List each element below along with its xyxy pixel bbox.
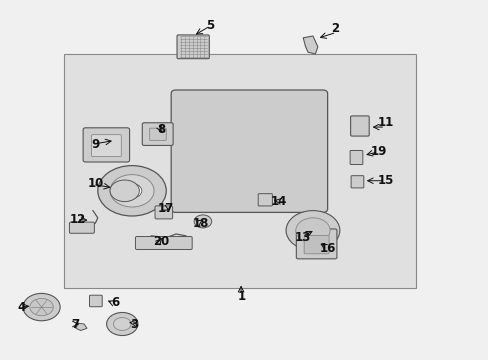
Circle shape (23, 293, 60, 321)
FancyBboxPatch shape (69, 222, 94, 233)
Text: 4: 4 (18, 301, 26, 314)
Text: 19: 19 (370, 145, 386, 158)
Circle shape (194, 215, 211, 228)
Text: 3: 3 (130, 318, 138, 330)
Text: 2: 2 (330, 22, 338, 35)
FancyBboxPatch shape (296, 229, 336, 259)
Text: 8: 8 (157, 123, 165, 136)
Circle shape (30, 298, 53, 316)
FancyBboxPatch shape (142, 123, 173, 145)
FancyBboxPatch shape (350, 116, 368, 136)
Circle shape (122, 184, 142, 198)
Text: 15: 15 (377, 174, 394, 186)
FancyBboxPatch shape (155, 206, 172, 219)
Polygon shape (303, 36, 317, 54)
Text: 16: 16 (319, 242, 335, 255)
FancyBboxPatch shape (63, 54, 415, 288)
Text: 5: 5 (206, 19, 214, 32)
Text: 14: 14 (270, 195, 286, 208)
Circle shape (110, 175, 154, 207)
Text: 12: 12 (70, 213, 86, 226)
FancyBboxPatch shape (91, 135, 121, 157)
Circle shape (110, 180, 139, 202)
Circle shape (285, 211, 339, 250)
Circle shape (295, 218, 329, 243)
Circle shape (98, 166, 166, 216)
FancyBboxPatch shape (304, 235, 328, 254)
FancyBboxPatch shape (349, 150, 362, 165)
Circle shape (106, 312, 138, 336)
Text: 6: 6 (111, 296, 119, 309)
Text: 18: 18 (192, 217, 208, 230)
FancyBboxPatch shape (89, 295, 102, 307)
Text: 17: 17 (158, 202, 174, 215)
FancyBboxPatch shape (350, 176, 363, 188)
Text: 1: 1 (238, 291, 245, 303)
Text: 11: 11 (377, 116, 394, 129)
FancyBboxPatch shape (171, 90, 327, 212)
Text: 20: 20 (153, 235, 169, 248)
FancyBboxPatch shape (149, 128, 166, 140)
Text: 10: 10 (87, 177, 103, 190)
Polygon shape (76, 323, 87, 330)
Text: 7: 7 (72, 318, 80, 330)
FancyBboxPatch shape (177, 35, 209, 59)
Circle shape (113, 318, 131, 330)
Text: 13: 13 (294, 231, 311, 244)
FancyBboxPatch shape (135, 237, 192, 249)
FancyBboxPatch shape (83, 128, 129, 162)
FancyBboxPatch shape (258, 194, 272, 206)
Text: 9: 9 (91, 138, 99, 150)
